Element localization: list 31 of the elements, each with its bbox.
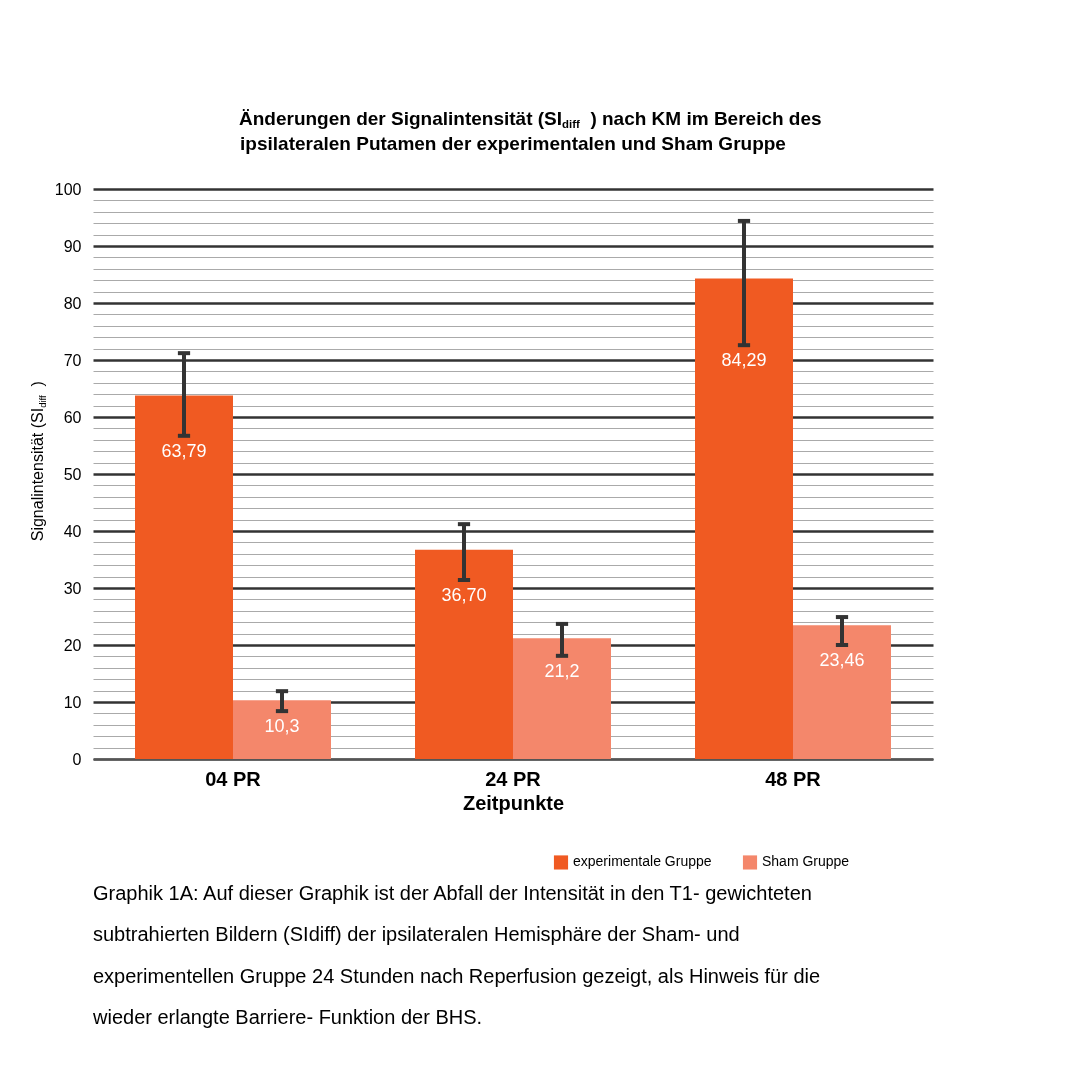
y-tick-label: 100 [54,180,82,198]
data-label: 84,29 [721,350,767,371]
bar [695,278,793,759]
y-tick-label: 90 [63,237,82,255]
x-axis-title: Zeitpunkte [462,791,565,814]
y-tick-label: 20 [63,636,82,654]
text: Graphik 1A: Auf dieser Graphik ist der Abfall der Intensität in den T1- gewichteten subtrahierten Bildern (SIdiff) der ipsilateralen Hemisphäre der Sham- und experimentellen Gruppe 24 Stunden nach Reperfusion gezeigt, als Hinweis für die wieder erlangte Barriere- Funktion der BHS. [92,881,821,1029]
legend-label: experimentale Gruppe [573,853,712,870]
y-axis-title: Signalintensität (SIdiff ) [29,381,48,542]
data-label: 21,2 [544,660,580,681]
y-tick-label: 80 [63,294,82,312]
bar [415,549,513,759]
bar [793,625,891,759]
y-tick-label: 10 [63,693,82,711]
data-label: 63,79 [161,440,207,461]
x-tick-label: 24 PR [485,767,542,790]
legend-label: Sham Gruppe [762,853,850,870]
x-tick-label: 48 PR [765,767,822,790]
y-tick-label: 40 [63,522,82,540]
data-label: 23,46 [819,650,865,670]
data-label: 36,70 [441,585,487,606]
y-tick-label: 60 [63,408,82,426]
y-tick-label: 50 [63,465,82,483]
bar [233,700,331,759]
y-tick-label: 30 [63,579,82,597]
bar [513,638,611,759]
y-tick-label: 0 [72,750,82,768]
x-tick-label: 04 PR [205,767,262,790]
data-label: 10,3 [264,716,300,737]
bar [135,395,233,759]
y-tick-label: 70 [63,351,82,369]
